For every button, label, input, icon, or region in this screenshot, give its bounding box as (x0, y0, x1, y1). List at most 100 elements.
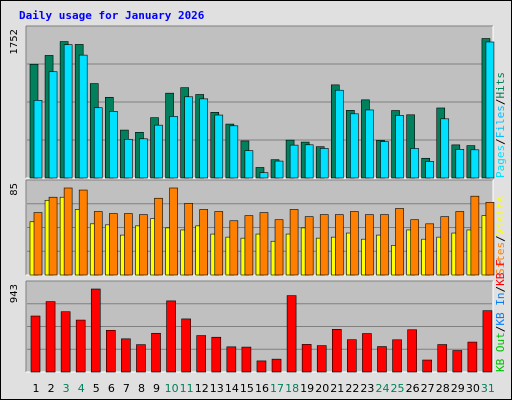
bar-kb-f (407, 329, 417, 373)
bar-sites (33, 212, 43, 276)
bar-files (169, 116, 178, 179)
bar-sites (169, 187, 178, 276)
legend-item: KB Out (494, 332, 507, 372)
bar-kb-f (106, 329, 116, 373)
bar-kb-f (362, 333, 372, 373)
bar-sites (350, 211, 359, 276)
legend-item: Visits (494, 196, 507, 236)
legend-item: Pages (494, 145, 507, 178)
legend: Sites/Visits (494, 196, 507, 276)
day-label: 8 (138, 382, 145, 395)
bar-sites (244, 215, 254, 276)
day-label: 26 (406, 382, 420, 395)
bar-files (259, 172, 269, 179)
bar-files (274, 160, 284, 179)
day-label: 23 (360, 382, 374, 395)
bar-files (124, 138, 133, 179)
bar-kb-f (482, 310, 493, 373)
bar-sites (440, 216, 450, 276)
bar-files (154, 124, 163, 179)
bar-sites (425, 223, 434, 276)
day-label: 4 (78, 382, 85, 395)
legend: Pages/Files/Hits (494, 72, 507, 178)
bar-files (78, 54, 88, 179)
bar-kb-f (45, 301, 56, 373)
bar-kb-f (422, 359, 432, 373)
bar-sites (365, 214, 374, 276)
bar-sites (455, 211, 465, 276)
bar-sites (124, 213, 133, 276)
bar-kb-f (75, 319, 86, 373)
bar-files (199, 98, 209, 179)
bar-sites (395, 208, 404, 276)
bar-files (485, 41, 495, 179)
legend-item: Sites (494, 242, 507, 275)
bar-files (334, 89, 344, 179)
bar-sites (93, 211, 103, 276)
day-label: 20 (315, 382, 329, 395)
day-label: 1 (33, 382, 40, 395)
bar-kb-f (392, 339, 402, 373)
bar-kb-f (181, 318, 191, 373)
bar-sites (259, 212, 269, 276)
legend-item: Hits (494, 72, 507, 99)
legend-separator: / (494, 138, 507, 145)
bar-sites (63, 187, 73, 276)
bar-kb-f (301, 344, 312, 373)
bar-files (365, 109, 374, 179)
bar-kb-f (121, 338, 131, 373)
bar-files (440, 118, 450, 179)
bar-sites (109, 213, 118, 276)
bar-kb-f (166, 300, 176, 373)
bar-sites (380, 214, 389, 276)
y-max-label: 943 (9, 284, 20, 303)
bar-kb-f (256, 360, 267, 373)
bar-files (93, 107, 103, 179)
bar-sites (410, 219, 419, 276)
day-label: 7 (123, 382, 130, 395)
day-label: 24 (375, 382, 389, 395)
bar-files (319, 148, 329, 179)
bar-sites (485, 202, 495, 276)
day-label: 17 (270, 382, 284, 395)
bar-sites (184, 203, 193, 276)
bar-sites (274, 219, 284, 276)
bar-kb-f (60, 311, 71, 373)
bar-files (63, 44, 73, 179)
day-label: 18 (285, 382, 299, 395)
day-label: 22 (345, 382, 359, 395)
bar-files (470, 149, 480, 179)
chart-title: Daily usage for January 2026 (19, 9, 205, 22)
day-label: 5 (93, 382, 100, 395)
bar-sites (289, 209, 299, 276)
bar-kb-f (211, 336, 222, 373)
bar-kb-f (30, 315, 41, 373)
bar-kb-f (241, 346, 252, 373)
bar-sites (48, 196, 58, 276)
bar-kb-f (136, 344, 146, 373)
day-label: 30 (466, 382, 480, 395)
bar-files (229, 125, 239, 179)
bar-sites (319, 214, 329, 276)
bar-kb-f (226, 346, 237, 373)
day-label: 3 (63, 382, 70, 395)
bar-files (139, 138, 148, 179)
day-label: 2 (48, 382, 55, 395)
bar-kb-f (347, 339, 357, 373)
day-label: 29 (451, 382, 465, 395)
bar-files (304, 144, 314, 179)
bar-sites (214, 211, 224, 276)
bar-kb-f (271, 358, 282, 373)
day-label: 11 (180, 382, 194, 395)
bar-files (244, 150, 254, 179)
bar-files (109, 111, 118, 179)
bar-files (350, 113, 359, 179)
bar-files (395, 115, 404, 179)
panel-visits-sites: 85 Sites/Visits (9, 179, 507, 276)
bar-sites (334, 214, 344, 276)
bar-files (380, 141, 389, 179)
legend-item: Files (494, 105, 507, 138)
